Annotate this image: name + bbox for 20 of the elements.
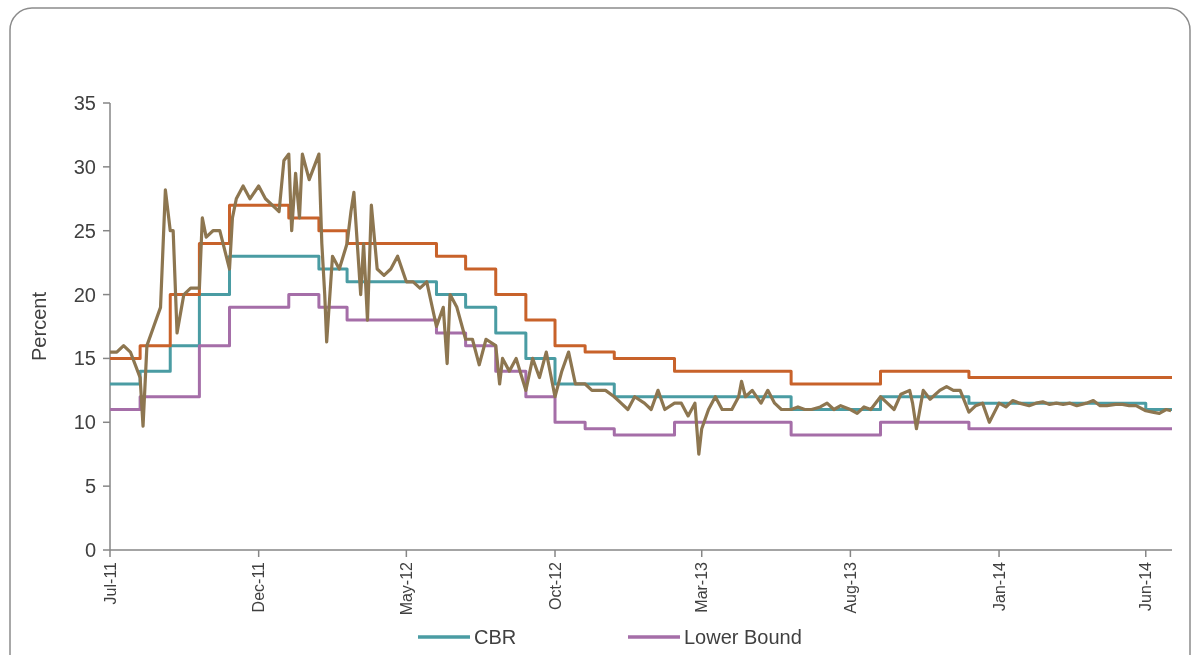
legend-label: CBR	[474, 626, 517, 648]
x-tick-label: Jun-14	[1137, 561, 1155, 611]
x-tick-label: Jul-11	[101, 561, 119, 605]
y-tick-label: 5	[84, 475, 96, 498]
x-tick-label: Jan-14	[990, 561, 1008, 611]
x-tick-label: May-12	[397, 561, 415, 616]
legend-label: Lower Bound	[684, 626, 802, 648]
x-tick-label: Mar-13	[693, 561, 711, 613]
y-tick-label: 30	[73, 155, 96, 178]
line-series	[108, 152, 1173, 456]
y-tick-label: 35	[73, 92, 96, 114]
x-tick-label: Oct-12	[546, 561, 564, 611]
y-tick-label: 25	[73, 219, 96, 242]
y-tick-label: 0	[84, 539, 96, 561]
x-tick-label: Dec-11	[250, 561, 268, 613]
x-tick-label: Aug-13	[841, 561, 859, 614]
y-tick-label: 15	[73, 347, 96, 370]
y-tick-label: 10	[73, 411, 96, 434]
y-tick-label: 20	[73, 283, 96, 306]
y-axis-title: Percent	[28, 291, 50, 361]
